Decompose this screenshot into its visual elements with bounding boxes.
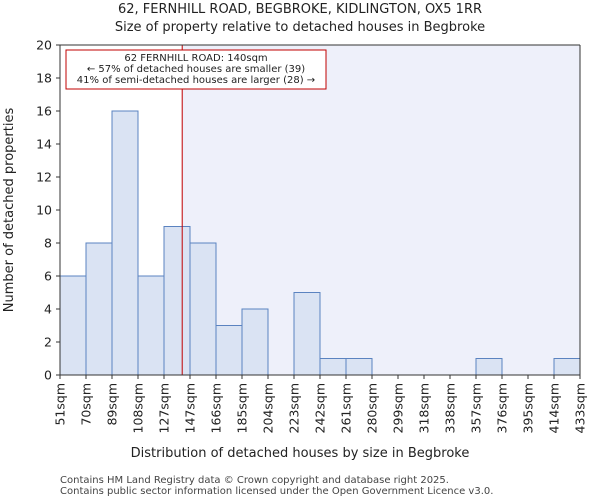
y-ticks: 0 2 4 6 8 10 12 14 16 18 20 xyxy=(36,38,60,383)
x-tick-label: 414sqm xyxy=(547,383,562,433)
bar-166sqm xyxy=(215,325,243,376)
x-tick-label: 357sqm xyxy=(469,383,484,433)
y-tick-label: 14 xyxy=(36,137,52,152)
x-tick-label: 376sqm xyxy=(495,383,510,433)
x-tick-label: 70sqm xyxy=(79,383,94,426)
x-tick-label: 89sqm xyxy=(105,383,120,426)
chart-subtitle: Size of property relative to detached ho… xyxy=(115,20,485,35)
bar-70sqm xyxy=(85,242,113,376)
x-tick-label: 127sqm xyxy=(157,383,172,433)
y-tick-label: 20 xyxy=(36,38,52,53)
footer-line-2: Contains public sector information licen… xyxy=(60,486,493,497)
y-tick-label: 18 xyxy=(36,71,52,86)
bar-242sqm xyxy=(319,358,347,376)
bar-127sqm xyxy=(163,226,191,376)
y-tick-label: 4 xyxy=(44,302,52,317)
x-tick-label: 147sqm xyxy=(183,383,198,433)
y-tick-label: 2 xyxy=(44,335,52,350)
x-tick-label: 299sqm xyxy=(391,383,406,433)
x-tick-label: 261sqm xyxy=(339,383,354,433)
bar-223sqm xyxy=(293,292,321,376)
y-tick-label: 0 xyxy=(44,368,52,383)
annotation-line-3: 41% of semi-detached houses are larger (… xyxy=(77,75,315,86)
footer-line-1: Contains HM Land Registry data © Crown c… xyxy=(60,475,449,486)
y-tick-label: 6 xyxy=(44,269,52,284)
annotation-border xyxy=(65,49,327,90)
y-tick-label: 10 xyxy=(36,203,52,218)
chart-title: 62, FERNHILL ROAD, BEGBROKE, KIDLINGTON,… xyxy=(118,2,482,17)
y-tick-label: 12 xyxy=(36,170,52,185)
x-axis-label: Distribution of detached houses by size … xyxy=(131,446,470,461)
bars-group xyxy=(59,110,581,376)
y-tick-label: 8 xyxy=(44,236,52,251)
bar-108sqm xyxy=(137,275,165,376)
x-tick-label: 395sqm xyxy=(521,383,536,433)
x-tick-label: 242sqm xyxy=(313,383,328,433)
bar-185sqm xyxy=(241,308,269,376)
x-tick-label: 166sqm xyxy=(209,383,224,433)
bar-51sqm xyxy=(59,275,87,376)
bar-414sqm xyxy=(553,358,581,376)
x-tick-label: 223sqm xyxy=(287,383,302,433)
annotation-box: 62 FERNHILL ROAD: 140sqm ← 57% of detach… xyxy=(65,49,327,90)
x-tick-label: 204sqm xyxy=(261,383,276,433)
x-tick-label: 185sqm xyxy=(235,383,250,433)
x-tick-label: 318sqm xyxy=(417,383,432,433)
x-ticks: 51sqm 70sqm 89sqm 108sqm 127sqm 147sqm 166sqm 1… xyxy=(53,375,588,433)
y-axis-label: Number of detached properties xyxy=(2,108,17,313)
bar-357sqm xyxy=(475,358,503,376)
x-tick-label: 108sqm xyxy=(131,383,146,433)
bar-147sqm xyxy=(189,242,217,376)
x-tick-label: 433sqm xyxy=(573,383,588,433)
annotation-line-1: 62 FERNHILL ROAD: 140sqm xyxy=(124,53,267,64)
x-tick-label: 51sqm xyxy=(53,383,68,426)
annotation-line-2: ← 57% of detached houses are smaller (39… xyxy=(87,64,305,75)
y-tick-label: 16 xyxy=(36,104,52,119)
bar-261sqm xyxy=(345,358,373,376)
x-tick-label: 338sqm xyxy=(443,383,458,433)
x-tick-label: 280sqm xyxy=(365,383,380,433)
bar-89sqm xyxy=(111,110,139,376)
